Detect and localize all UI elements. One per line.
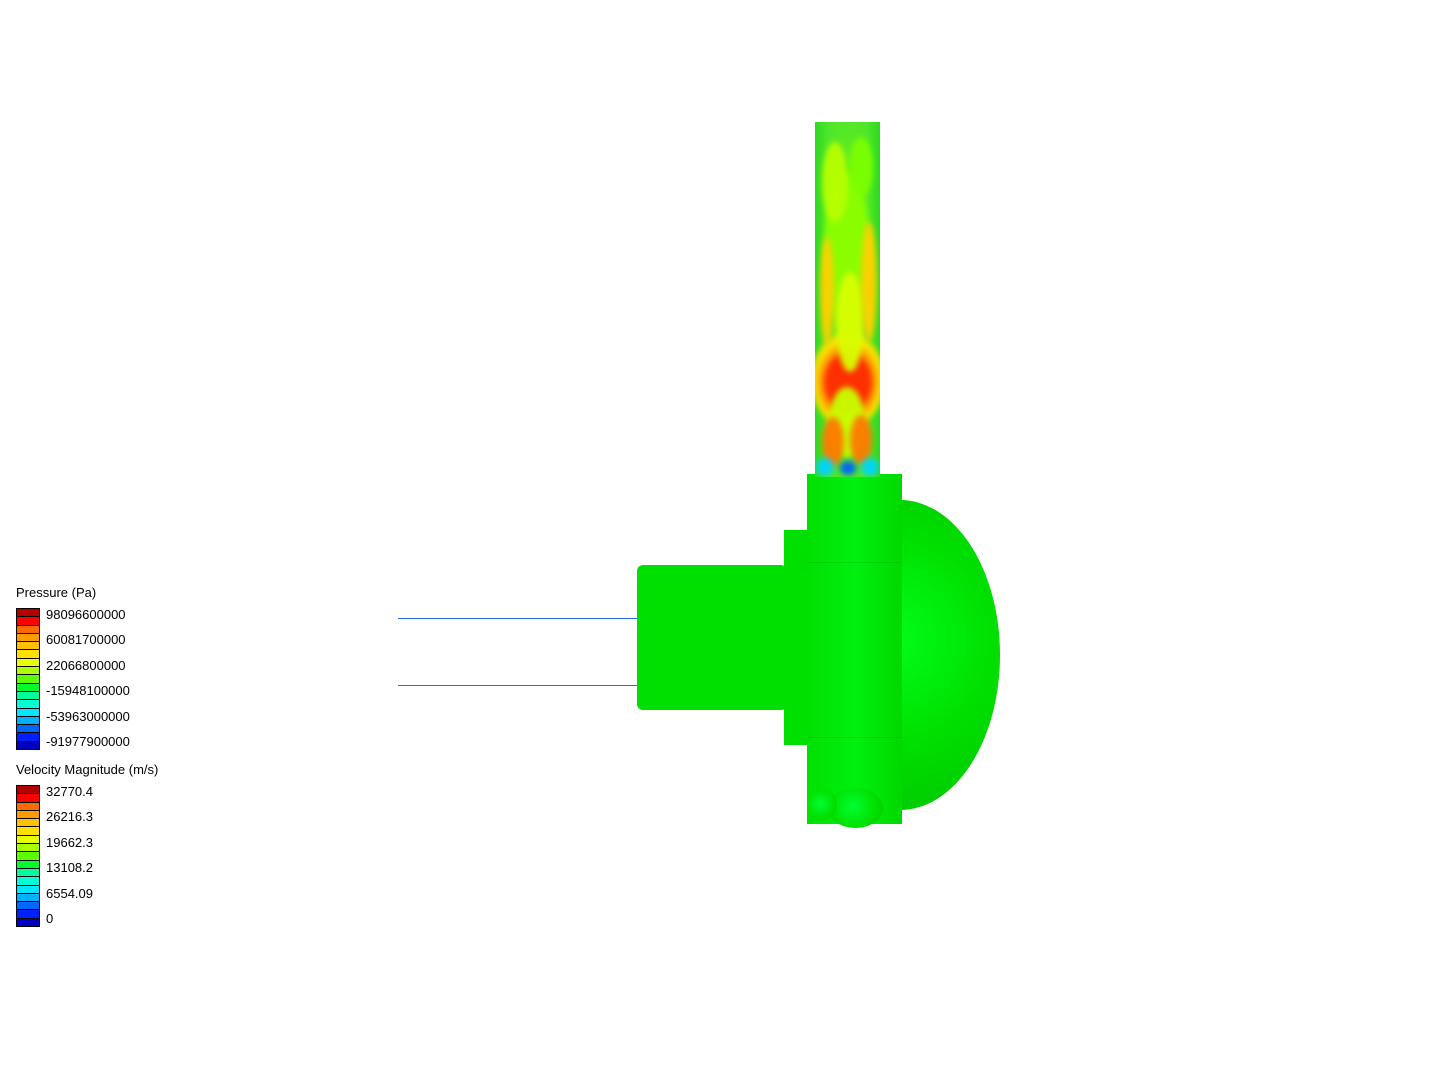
inlet-duct xyxy=(637,565,787,710)
shaft-hub xyxy=(807,790,837,820)
velocity-contour-blob xyxy=(861,458,879,476)
legend-tick: 26216.3 xyxy=(46,810,93,823)
volute-face xyxy=(807,474,902,824)
legend-velocity-title: Velocity Magnitude (m/s) xyxy=(16,762,158,777)
legend-tick: 32770.4 xyxy=(46,785,93,798)
velocity-contour-blob xyxy=(836,272,864,372)
legend-tick: 98096600000 xyxy=(46,608,130,621)
velocity-contour-blob xyxy=(822,142,848,222)
legend-tick: 6554.09 xyxy=(46,887,93,900)
velocity-contour-blob xyxy=(849,137,873,197)
inlet-transition xyxy=(784,530,809,745)
shading-line xyxy=(807,562,902,563)
velocity-contour-blob xyxy=(820,237,834,347)
legend-tick: 0 xyxy=(46,912,93,925)
velocity-contour-blob xyxy=(816,458,834,476)
legend-tick: 22066800000 xyxy=(46,659,130,672)
legend-tick: 19662.3 xyxy=(46,836,93,849)
legend-pressure-title: Pressure (Pa) xyxy=(16,585,130,600)
shading-line xyxy=(807,737,902,738)
legend-pressure: Pressure (Pa) 98096600000 60081700000 2206… xyxy=(16,585,130,750)
streamline xyxy=(398,685,638,686)
legend-tick: 60081700000 xyxy=(46,633,130,646)
streamline xyxy=(398,618,638,619)
legend-pressure-ticks: 98096600000 60081700000 22066800000 -159481… xyxy=(40,608,130,748)
legend-velocity-ticks: 32770.4 26216.3 19662.3 13108.2 6554.09 0 xyxy=(40,785,93,925)
legend-pressure-body: 98096600000 60081700000 22066800000 -159481… xyxy=(16,608,130,750)
legend-tick: -91977900000 xyxy=(46,735,130,748)
legend-tick: -53963000000 xyxy=(46,710,130,723)
cfd-render-canvas: Pressure (Pa) 98096600000 60081700000 2206… xyxy=(0,0,1440,1080)
outlet-pipe xyxy=(815,122,880,477)
legend-velocity-colorbar xyxy=(16,785,40,927)
legend-tick: 13108.2 xyxy=(46,861,93,874)
legend-velocity-body: 32770.4 26216.3 19662.3 13108.2 6554.09 0 xyxy=(16,785,158,927)
legend-pressure-colorbar xyxy=(16,608,40,750)
velocity-contour-blob xyxy=(861,222,877,342)
velocity-contour-blob xyxy=(840,461,856,475)
legend-tick: -15948100000 xyxy=(46,684,130,697)
legend-velocity: Velocity Magnitude (m/s) 32770.4 26216.3 1… xyxy=(16,762,158,927)
